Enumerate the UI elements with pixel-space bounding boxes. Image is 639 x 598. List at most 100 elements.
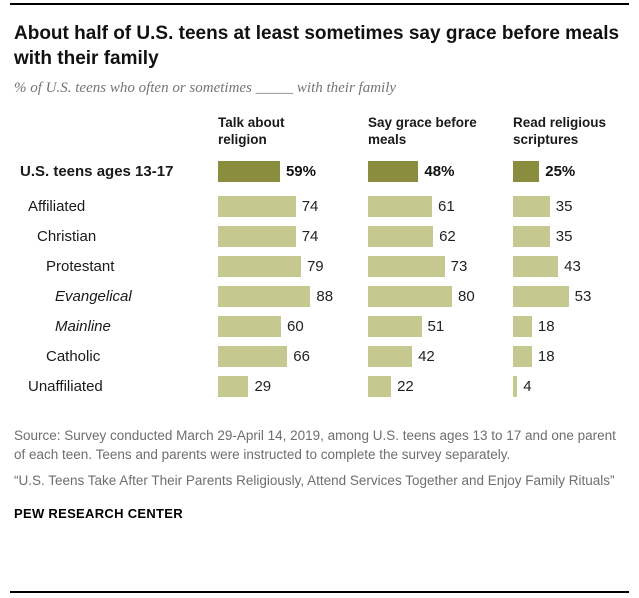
- column-header-talk-about-religion: Talk about religion: [218, 115, 285, 148]
- brand-footer: PEW RESEARCH CENTER: [14, 506, 183, 522]
- bar-value-label: 74: [301, 227, 319, 245]
- bar: [218, 160, 280, 182]
- bar-value-label: 48%: [424, 162, 455, 180]
- bar-cell: 74: [218, 225, 368, 247]
- bar-cell: 80: [368, 285, 513, 307]
- column-header-say-grace: Say grace before meals: [368, 115, 477, 148]
- bar-value-label: 4: [523, 377, 532, 395]
- row-label: Catholic: [46, 347, 101, 365]
- bar-cell: 35: [513, 225, 639, 247]
- bar-cell: 66: [218, 345, 368, 367]
- bar: [368, 375, 392, 397]
- bar-cell: 42: [368, 345, 513, 367]
- bar: [218, 375, 249, 397]
- source-note: Source: Survey conducted March 29-April …: [14, 427, 616, 463]
- bar-value-label: 73: [450, 257, 468, 275]
- row-label: Evangelical: [55, 287, 132, 305]
- bar-value-label: 25%: [545, 162, 576, 180]
- column-header-read-scriptures: Read religious scriptures: [513, 115, 607, 148]
- bar-cell: 73: [368, 255, 513, 277]
- row-label: Protestant: [46, 257, 115, 275]
- bar-cell: 51: [368, 315, 513, 337]
- chart-title: About half of U.S. teens at least someti…: [14, 23, 620, 70]
- bar-value-label: 59%: [285, 162, 316, 180]
- bar: [218, 315, 281, 337]
- row-label: Christian: [37, 227, 97, 245]
- bar-value-label: 43: [564, 257, 581, 275]
- bar: [368, 315, 422, 337]
- bar-cell: 18: [513, 315, 639, 337]
- bar-chart: Talk about religion Say grace before mea…: [14, 115, 639, 406]
- bar-value-label: 66: [293, 347, 310, 365]
- bar-cell: 48%: [368, 160, 513, 182]
- bar-value-label: 53: [574, 287, 592, 305]
- bar-value-label: 61: [438, 197, 455, 215]
- bar-cell: 22: [368, 375, 513, 397]
- bar: [513, 160, 540, 182]
- row-label: U.S. teens ages 13-17: [20, 162, 174, 180]
- chart-row: Mainline 60 51 18: [14, 315, 639, 337]
- bar-cell: 53: [513, 285, 639, 307]
- bar-cell: 61: [368, 195, 513, 217]
- chart-row: Unaffiliated 29 22 4: [14, 375, 639, 397]
- bottom-rule: [10, 591, 629, 593]
- chart-rows: U.S. teens ages 13-17 59% 48% 25% Affiliated…: [14, 160, 639, 397]
- chart-row: Protestant 79 73 43: [14, 255, 639, 277]
- column-headers: Talk about religion Say grace before mea…: [14, 115, 639, 149]
- bar-value-label: 62: [439, 227, 456, 245]
- bar-cell: 4: [513, 375, 639, 397]
- bar: [513, 375, 518, 397]
- bar-value-label: 51: [427, 317, 445, 335]
- row-label: Affiliated: [28, 197, 86, 215]
- bar-cell: 88: [218, 285, 368, 307]
- bar-value-label: 79: [306, 257, 324, 275]
- bar-cell: 59%: [218, 160, 368, 182]
- bar: [513, 315, 532, 337]
- bar-cell: 29: [218, 375, 368, 397]
- bar: [368, 160, 419, 182]
- chart-row: Affiliated 74 61 35: [14, 195, 639, 217]
- bar-value-label: 18: [537, 317, 555, 335]
- bar-value-label: 60: [287, 317, 304, 335]
- bar: [513, 225, 550, 247]
- bar: [368, 345, 413, 367]
- bar: [513, 255, 559, 277]
- bar: [368, 285, 452, 307]
- bar: [368, 255, 445, 277]
- chart-row: Christian 74 62 35: [14, 225, 639, 247]
- bar: [218, 255, 301, 277]
- bar-cell: 35: [513, 195, 639, 217]
- bar: [218, 195, 296, 217]
- bar: [513, 195, 550, 217]
- bar: [368, 195, 433, 217]
- bar-value-label: 80: [458, 287, 475, 305]
- bar-cell: 79: [218, 255, 368, 277]
- bar-cell: 74: [218, 195, 368, 217]
- bar: [218, 345, 288, 367]
- bar-value-label: 22: [397, 377, 414, 395]
- bar-value-label: 35: [555, 197, 573, 215]
- bar-value-label: 29: [254, 377, 272, 395]
- bar-cell: 60: [218, 315, 368, 337]
- bar: [218, 225, 296, 247]
- bar: [513, 345, 532, 367]
- bar-value-label: 35: [555, 227, 573, 245]
- chart-row: Catholic 66 42 18: [14, 345, 639, 367]
- bar: [368, 225, 434, 247]
- bar: [218, 285, 311, 307]
- bar: [513, 285, 569, 307]
- bar-value-label: 18: [537, 347, 555, 365]
- row-label: Mainline: [55, 317, 111, 335]
- bar-value-label: 42: [418, 347, 435, 365]
- bar-cell: 25%: [513, 160, 639, 182]
- bar-cell: 18: [513, 345, 639, 367]
- chart-row: U.S. teens ages 13-17 59% 48% 25%: [14, 160, 639, 182]
- row-label: Unaffiliated: [28, 377, 103, 395]
- bar-cell: 43: [513, 255, 639, 277]
- chart-subtitle: % of U.S. teens who often or sometimes _…: [14, 80, 397, 97]
- report-title-note: “U.S. Teens Take After Their Parents Rel…: [14, 473, 615, 489]
- bar-value-label: 88: [316, 287, 334, 305]
- bar-value-label: 74: [301, 197, 319, 215]
- top-rule: [10, 3, 629, 5]
